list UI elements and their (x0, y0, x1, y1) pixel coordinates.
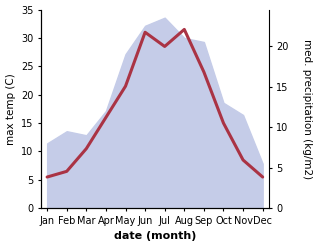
Y-axis label: max temp (C): max temp (C) (5, 73, 16, 145)
X-axis label: date (month): date (month) (114, 231, 196, 242)
Y-axis label: med. precipitation (kg/m2): med. precipitation (kg/m2) (302, 39, 313, 179)
